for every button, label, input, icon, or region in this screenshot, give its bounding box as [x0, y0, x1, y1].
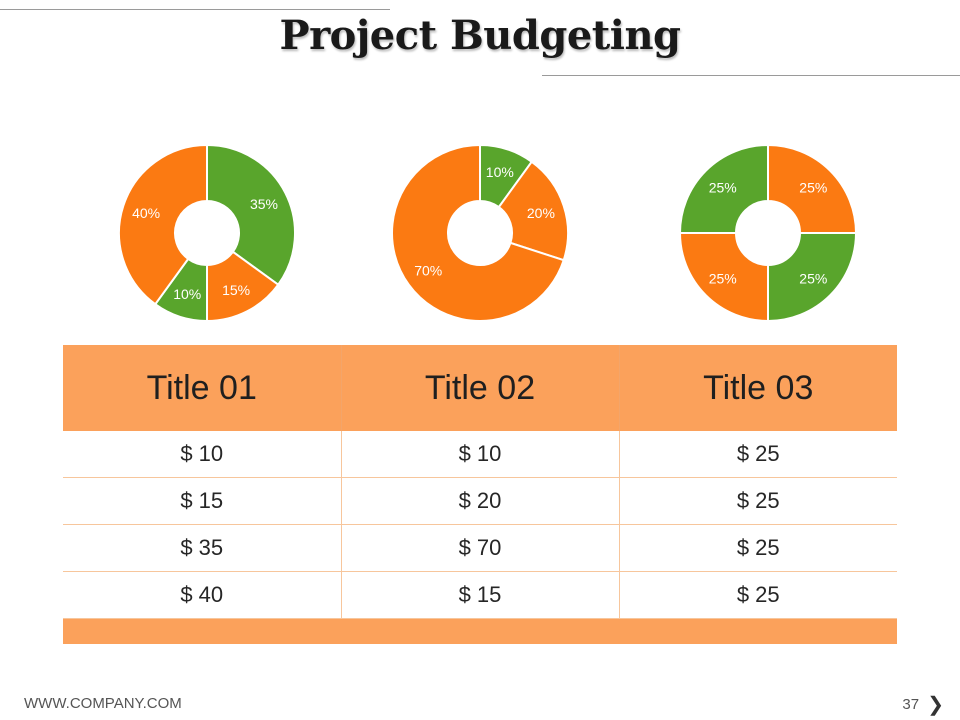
donut-3-slice-3	[678, 232, 769, 323]
donut-chart-1-svg: 35% 15% 10% 40%	[118, 143, 296, 323]
table-cell: $ 25	[619, 524, 897, 572]
table-cell: $ 20	[341, 477, 620, 525]
donut-3-slice-4	[678, 143, 769, 235]
page-number: 37	[902, 696, 920, 713]
donut-1-slice-1	[206, 143, 296, 287]
table-cell: $ 40	[63, 571, 342, 619]
donut-chart-3: 25% 25% 25% 25%	[673, 138, 863, 328]
donut-2-label-3: 70%	[414, 263, 442, 279]
table-cell: $ 15	[63, 477, 342, 525]
footer-url: WWW.COMPANY.COM	[24, 695, 182, 712]
table-cell: $ 70	[341, 524, 620, 572]
donut-2-slice-2	[497, 160, 569, 262]
table-row: $ 40 $ 15 $ 25	[63, 571, 897, 619]
table-cell: $ 10	[63, 431, 342, 478]
top-rule-right	[542, 75, 960, 76]
table-row: $ 15 $ 20 $ 25	[63, 477, 897, 525]
table-cell: $ 35	[63, 524, 342, 572]
table-row: $ 35 $ 70 $ 25	[63, 524, 897, 572]
donut-1-label-3: 10%	[173, 286, 201, 302]
table-cell: $ 10	[341, 431, 620, 478]
donut-3-label-3: 25%	[709, 270, 737, 286]
donut-2-slice-3	[391, 143, 565, 322]
donut-3-label-2: 25%	[799, 270, 827, 286]
donut-1-label-4: 40%	[132, 205, 160, 221]
donut-chart-2-svg: 10% 20% 70%	[391, 143, 569, 322]
table-header-row: Title 01 Title 02 Title 03	[63, 345, 897, 431]
table-footer-band	[63, 618, 897, 644]
table-cell: $ 25	[619, 477, 897, 525]
donut-chart-3-svg: 25% 25% 25% 25%	[678, 143, 858, 323]
donut-3-slice-1	[767, 143, 858, 234]
table-row: $ 10 $ 10 $ 25	[63, 431, 897, 478]
table-cell: $ 15	[341, 571, 620, 619]
table-footer-cell	[63, 618, 897, 644]
slide-title: Project Budgeting	[279, 12, 681, 59]
donut-1-label-2: 15%	[222, 282, 250, 298]
donut-3-label-4: 25%	[709, 180, 737, 196]
page-indicator: 37 ❯	[902, 692, 944, 717]
donut-1-label-1: 35%	[250, 196, 278, 212]
donut-1-slice-4	[118, 143, 208, 306]
donut-3-label-1: 25%	[799, 180, 827, 196]
table-header-1: Title 01	[63, 345, 342, 431]
top-rule-left	[0, 9, 390, 10]
donut-2-label-1: 10%	[486, 164, 514, 180]
table-cell: $ 25	[619, 571, 897, 619]
donut-2-label-2: 20%	[527, 205, 555, 221]
donut-chart-2: 10% 20% 70%	[385, 138, 575, 328]
donut-3-slice-2	[767, 232, 858, 323]
table-header-3: Title 03	[619, 345, 897, 431]
table-cell: $ 25	[619, 431, 897, 478]
budget-table: Title 01 Title 02 Title 03 $ 10 $ 10 $ 2…	[63, 345, 897, 644]
table-header-2: Title 02	[341, 345, 620, 431]
donut-chart-1: 35% 15% 10% 40%	[112, 138, 302, 328]
next-slide-icon[interactable]: ❯	[927, 694, 944, 716]
